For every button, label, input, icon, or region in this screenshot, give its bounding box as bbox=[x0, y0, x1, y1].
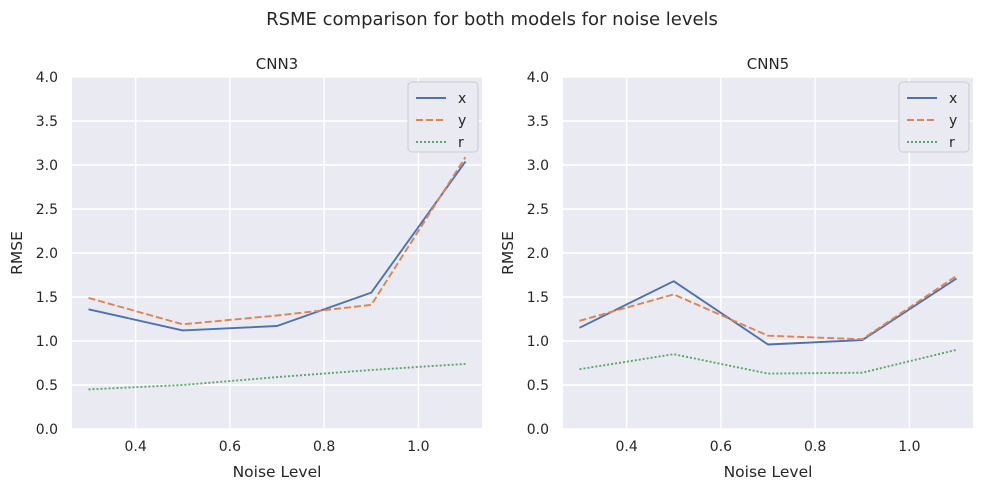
chart-2-title: CNN5 bbox=[747, 55, 789, 73]
chart-1-ytick-label: 1.0 bbox=[36, 334, 58, 350]
chart-1-ytick-label: 0.0 bbox=[36, 422, 58, 438]
chart-1-ytick-label: 2.5 bbox=[36, 202, 58, 218]
chart-1-ytick-label: 3.5 bbox=[36, 114, 58, 130]
chart-2-xlabel: Noise Level bbox=[724, 463, 813, 481]
chart-1-ytick-label: 1.5 bbox=[36, 290, 58, 306]
chart-2-ytick-label: 0.5 bbox=[527, 378, 549, 394]
chart-2-ytick-label: 3.5 bbox=[527, 114, 549, 130]
chart-2-legend-label-y: y bbox=[949, 113, 957, 129]
chart-1-legend-label-r: r bbox=[458, 135, 464, 151]
chart-1-legend-label-x: x bbox=[458, 91, 466, 107]
chart-1-xtick-label: 0.8 bbox=[313, 439, 335, 455]
chart-1-panel: 0.4 0.6 0.8 1.0 0.0 0.5 1.0 1.5 2.0 2.5 3.0 3.5 4.0 C… bbox=[8, 55, 482, 481]
chart-2-panel: 0.4 0.6 0.8 1.0 0.0 0.5 1.0 1.5 2.0 2.5 3.0 3.5 4.0 C… bbox=[499, 55, 973, 481]
chart-1-series-r-line bbox=[88, 362, 466, 391]
chart-1-ytick-label: 4.0 bbox=[36, 70, 58, 86]
chart-1-legend-label-y: y bbox=[458, 113, 466, 129]
chart-2-ytick-label: 4.0 bbox=[527, 70, 549, 86]
chart-2-xtick-label: 0.8 bbox=[804, 439, 826, 455]
chart-2-ytick-label: 1.0 bbox=[527, 334, 549, 350]
chart-1-series-x-line bbox=[88, 160, 467, 332]
chart-2-legend-box bbox=[898, 81, 970, 153]
chart-1-xlabel: Noise Level bbox=[233, 463, 322, 481]
chart-1-ytick-label: 3.0 bbox=[36, 158, 58, 174]
chart-2-ytick-label: 1.5 bbox=[527, 290, 549, 306]
chart-1-legend-box bbox=[407, 81, 479, 153]
chart-1-ylabel: RMSE bbox=[8, 231, 26, 275]
chart-1-ytick-label: 2.0 bbox=[36, 246, 58, 262]
chart-1-ytick-label: 0.5 bbox=[36, 378, 58, 394]
chart-2-ylabel: RMSE bbox=[499, 231, 517, 275]
chart-2-ytick-label: 2.0 bbox=[527, 246, 549, 262]
chart-2-ytick-label: 0.0 bbox=[527, 422, 549, 438]
chart-2-legend-label-x: x bbox=[949, 91, 957, 107]
chart-1-xtick-label: 0.6 bbox=[219, 439, 241, 455]
chart-1-xtick-label: 0.4 bbox=[124, 439, 146, 455]
chart-1-series-y-line bbox=[88, 156, 467, 326]
chart-2-series-x-line bbox=[579, 277, 958, 346]
chart-2-xtick-label: 1.0 bbox=[898, 439, 920, 455]
figure-title: RSME comparison for both models for nois… bbox=[266, 9, 718, 30]
chart-2-series-y-line bbox=[579, 275, 958, 341]
chart-2-ytick-label: 2.5 bbox=[527, 202, 549, 218]
chart-2-xtick-label: 0.6 bbox=[710, 439, 732, 455]
chart-2-legend-label-r: r bbox=[949, 135, 955, 151]
chart-2-xtick-label: 0.4 bbox=[615, 439, 637, 455]
chart-2-ytick-label: 3.0 bbox=[527, 158, 549, 174]
chart-1-title: CNN3 bbox=[256, 55, 298, 73]
chart-1-xtick-label: 1.0 bbox=[407, 439, 429, 455]
